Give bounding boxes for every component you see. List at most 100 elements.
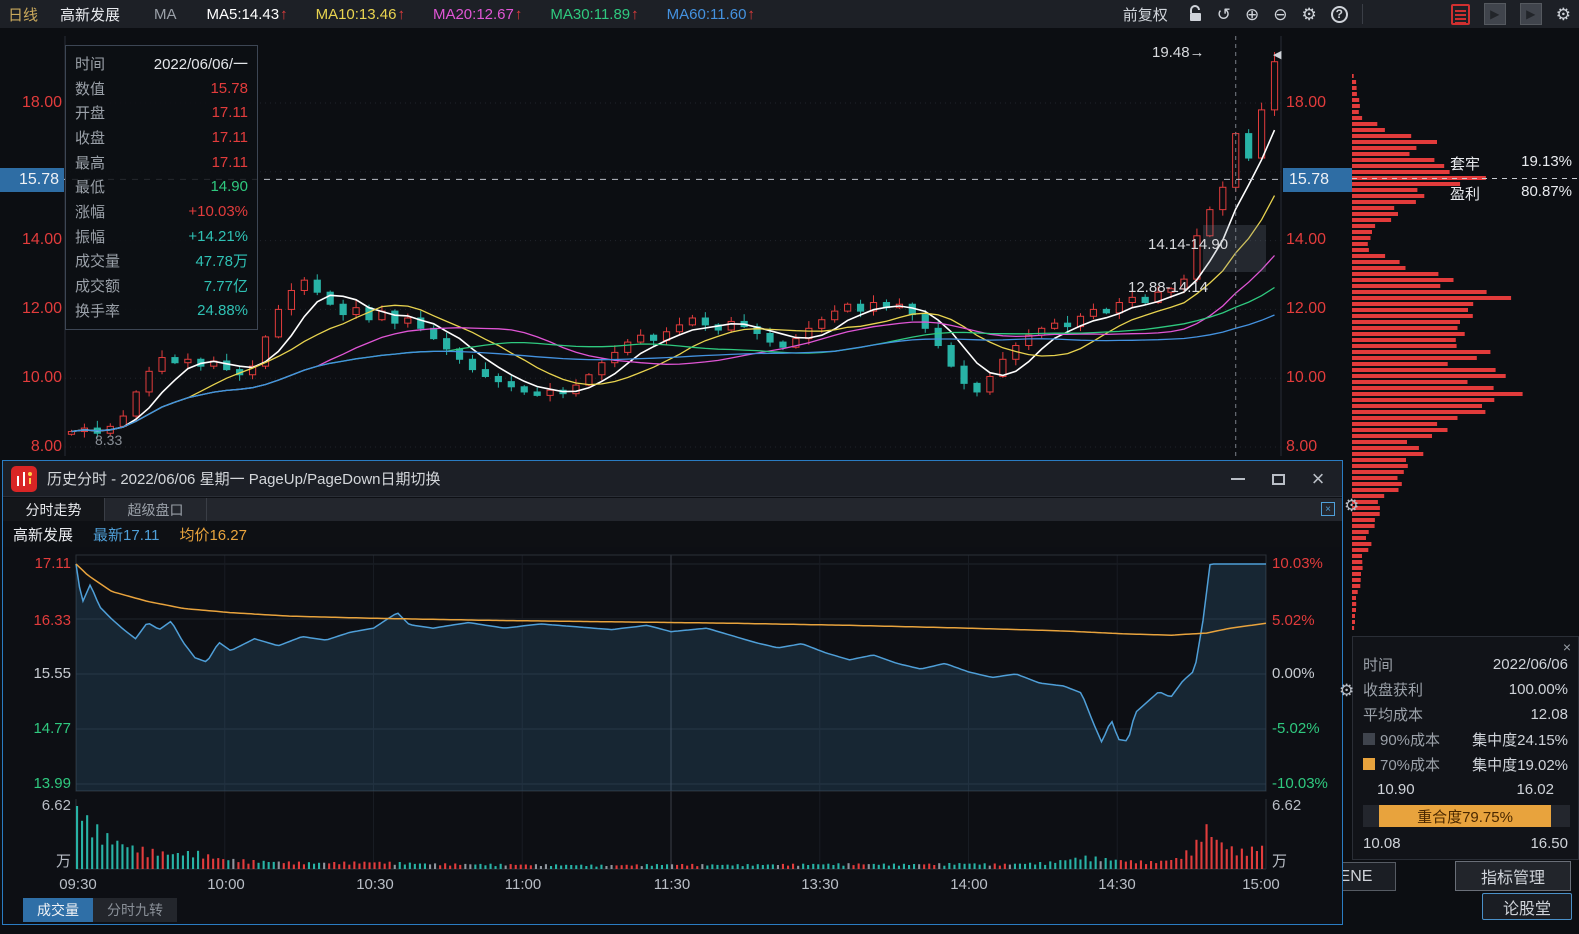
report-doc-icon[interactable]: [1451, 4, 1470, 25]
latest-price-marker-icon: ◀: [1273, 48, 1281, 61]
time-tick: 13:30: [788, 876, 852, 893]
zoom-in-icon[interactable]: ⊕: [1245, 6, 1259, 23]
chip-row: 90%成本 集中度24.15%: [1363, 728, 1568, 750]
ma60-value: MA60:11.60↑: [667, 6, 755, 23]
maximize-icon[interactable]: [1261, 461, 1295, 497]
chip-row: 时间2022/06/06: [1363, 653, 1568, 675]
cost90-swatch: [1363, 733, 1375, 745]
axis-price-left: 12.00: [0, 300, 62, 318]
chip-row: 收盘获利100.00%: [1363, 678, 1568, 700]
period-label[interactable]: 日线: [8, 4, 38, 25]
axis-price-left: 14.00: [0, 231, 62, 249]
axis-vol-max: 6.62: [1272, 797, 1342, 814]
up-arrow-icon: ↑: [397, 6, 405, 23]
latest-price: 最新17.11: [93, 524, 159, 545]
chip-range-row: 10.08 16.50: [1363, 832, 1568, 854]
up-arrow-icon: ↑: [515, 6, 523, 23]
intraday-info-row: 高新发展 最新17.11 均价16.27: [3, 521, 1342, 547]
info-row: 最低14.90: [75, 174, 248, 199]
info-row: 成交量47.78万: [75, 249, 248, 274]
chip-row: 平均成本12.08: [1363, 703, 1568, 725]
time-tick: 14:30: [1085, 876, 1149, 893]
app-root: 日线 高新发展 MA MA5:14.43↑ MA10:13.46↑ MA20:1…: [0, 0, 1579, 934]
axis-price: 14.77: [9, 720, 71, 737]
crosshair-price-badge: 15.78: [0, 168, 64, 192]
info-row: 振幅+14.21%: [75, 224, 248, 249]
axis-price-left: 18.00: [0, 94, 62, 112]
info-row: 时间2022/06/06/一: [75, 51, 248, 76]
axis-price-right: 10.00: [1286, 369, 1352, 387]
topbar-tools: 前复权 ↺ ⊕ ⊖ ⚙ ? ▶ ▶ ⚙: [1123, 0, 1571, 28]
axis-pct: -5.02%: [1272, 720, 1342, 737]
divider: [1362, 4, 1363, 24]
time-tick: 09:30: [46, 876, 110, 893]
forum-button[interactable]: 论股堂: [1482, 893, 1572, 920]
axis-price: 16.33: [9, 612, 71, 629]
toolbar-gear-icon[interactable]: ⚙: [1556, 6, 1571, 23]
bottom-tabs: 成交量 分时九转: [23, 898, 177, 922]
ma20-value: MA20:12.67↑: [433, 6, 522, 23]
intraday-chart[interactable]: [3, 547, 1344, 877]
tab-super-orderbook[interactable]: 超级盘口: [105, 498, 207, 521]
tab-volume[interactable]: 成交量: [23, 898, 93, 922]
ma5-value: MA5:14.43↑: [207, 6, 288, 23]
axis-vol-unit: 万: [1272, 850, 1342, 871]
chip-stats-panel: × 时间2022/06/06 收盘获利100.00% 平均成本12.08 90%…: [1352, 636, 1579, 860]
history-intraday-window: 历史分时 - 2022/06/06 星期一 PageUp/PageDown日期切…: [2, 460, 1343, 925]
kline-chart-area[interactable]: 18.00 14.00 12.00 10.00 8.00 18.00 14.00…: [0, 28, 1352, 460]
average-price: 均价16.27: [179, 524, 247, 545]
axis-pct: 0.00%: [1272, 665, 1342, 682]
up-arrow-icon: ↑: [280, 6, 288, 23]
time-tick: 10:30: [343, 876, 407, 893]
ma30-value: MA30:11.89↑: [550, 6, 638, 23]
chip-range-row: 10.90 16.02: [1363, 778, 1568, 800]
axis-price-right: 14.00: [1286, 231, 1352, 249]
info-row: 最高17.11: [75, 150, 248, 175]
lock-icon[interactable]: [1188, 5, 1203, 23]
zoom-out-icon[interactable]: ⊖: [1273, 6, 1287, 23]
adjust-mode-label[interactable]: 前复权: [1123, 4, 1168, 25]
kline-info-panel: 时间2022/06/06/一 数值15.78 开盘17.11 收盘17.11 最…: [65, 45, 258, 330]
axis-vol-unit: 万: [9, 850, 71, 871]
cost70-swatch: [1363, 758, 1375, 770]
axis-price-left: 8.00: [0, 438, 62, 456]
ma-indicator-label[interactable]: MA: [154, 6, 177, 23]
indicator-manage-button[interactable]: 指标管理: [1455, 861, 1571, 891]
axis-price-right: 8.00: [1286, 438, 1352, 456]
app-logo-icon: [11, 466, 37, 492]
stock-name: 高新发展: [60, 4, 120, 25]
profile-bars: [1352, 28, 1579, 630]
time-tick: 11:30: [640, 876, 704, 893]
chip-gear-icon[interactable]: ⚙: [1339, 681, 1354, 701]
undo-icon[interactable]: ↺: [1217, 6, 1231, 23]
settings-gear-icon[interactable]: ⚙: [1302, 6, 1317, 23]
annotation-low: 8.33: [95, 432, 122, 448]
axis-price: 13.99: [9, 775, 71, 792]
axis-price-left: 10.00: [0, 369, 62, 387]
minimize-icon[interactable]: [1221, 461, 1255, 497]
crosshair-price-badge: 15.78: [1283, 168, 1352, 192]
help-icon[interactable]: ?: [1331, 6, 1348, 23]
annotation-gap1: 14.14-14.90: [1148, 236, 1228, 253]
info-row: 数值15.78: [75, 76, 248, 101]
window-titlebar[interactable]: 历史分时 - 2022/06/06 星期一 PageUp/PageDown日期切…: [3, 461, 1342, 497]
tab-panel-close-icon[interactable]: ×: [1321, 502, 1335, 516]
close-icon[interactable]: ×: [1301, 461, 1335, 497]
up-arrow-icon: ↑: [631, 6, 639, 23]
axis-vol-max: 6.62: [9, 797, 71, 814]
profit-row: 盈利 80.87%: [1450, 183, 1572, 204]
time-tick: 15:00: [1229, 876, 1293, 893]
playback2-icon[interactable]: ▶: [1520, 3, 1542, 25]
tab-nine-turn[interactable]: 分时九转: [93, 898, 177, 922]
playback-icon[interactable]: ▶: [1484, 3, 1506, 25]
topbar: 日线 高新发展 MA MA5:14.43↑ MA10:13.46↑ MA20:1…: [0, 0, 1579, 28]
tab-intraday-trend[interactable]: 分时走势: [3, 498, 105, 521]
annotation-gap2: 12.88-14.14: [1128, 279, 1208, 296]
annotation-high: 19.48→: [1152, 44, 1205, 61]
stock-name: 高新发展: [13, 524, 73, 545]
up-arrow-icon: ↑: [747, 6, 755, 23]
panel-gear-icon[interactable]: ⚙: [1344, 496, 1359, 516]
window-title: 历史分时 - 2022/06/06 星期一 PageUp/PageDown日期切…: [47, 468, 441, 489]
axis-pct: 10.03%: [1272, 555, 1342, 572]
axis-pct: -10.03%: [1272, 775, 1342, 792]
